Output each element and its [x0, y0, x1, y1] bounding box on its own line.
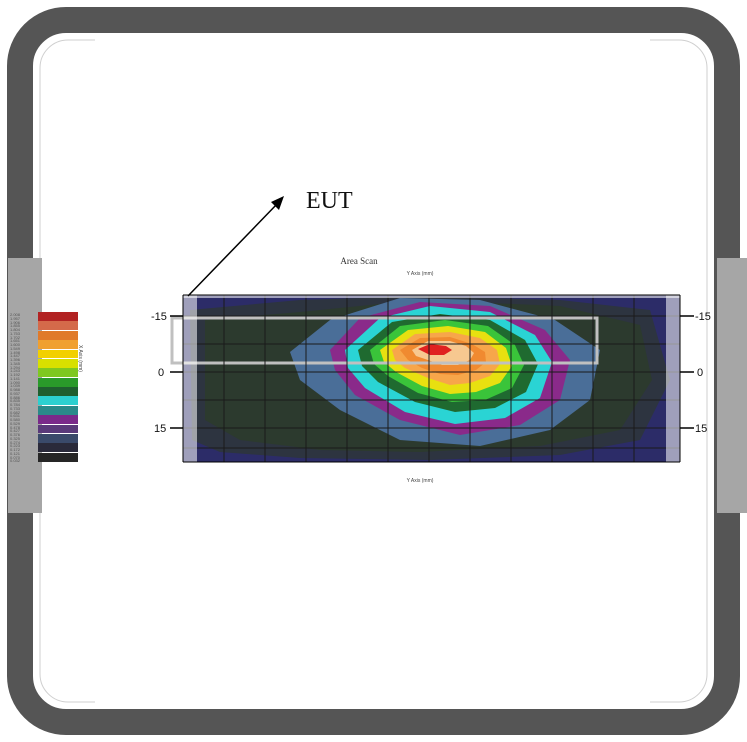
colorbar-label: 0.376	[10, 432, 21, 437]
colorbar-label: 0.274	[10, 439, 21, 445]
colorbar-label: 0.121	[10, 450, 21, 456]
colorbar-label: 1.141	[10, 375, 21, 381]
colorbar-label: 0.733	[10, 405, 21, 411]
colorbar-swatch	[38, 387, 78, 396]
colorbar-swatch	[38, 340, 78, 349]
colorbar-label: 1.243	[10, 368, 21, 374]
y-tick-label-left-2: 0	[158, 367, 164, 379]
colorbar-label: 0.886	[10, 394, 21, 400]
right-tick-fringe	[666, 295, 680, 462]
colorbar-label: 1.498	[10, 349, 21, 355]
colorbar-label: 0.937	[10, 390, 21, 396]
colorbar-label: 0.529	[10, 420, 21, 426]
eut-outline	[170, 316, 599, 365]
colorbar-label: 1.345	[10, 360, 21, 366]
eut-label: EUT	[306, 188, 353, 214]
colorbar-label: 0.172	[10, 447, 21, 452]
contour-peak	[418, 344, 452, 355]
colorbar-swatch	[38, 443, 78, 453]
bottom-gap	[95, 698, 650, 706]
colorbar-label: 1.090	[10, 379, 21, 385]
colorbar-label: 0.784	[10, 402, 21, 407]
left-tick-fringe	[183, 295, 197, 462]
colorbar-swatch	[38, 330, 78, 340]
colorbar-label: 0.682	[10, 409, 21, 415]
y-tick-label-right-2: 0	[697, 367, 703, 379]
y-tick-label-right-1: -15	[695, 311, 711, 323]
colorbar-label: 0.835	[10, 398, 21, 404]
top-gap	[95, 36, 650, 44]
x-axis-bottom-label: Y Axis (mm)	[406, 478, 434, 484]
colorbar-label: 0.032	[10, 458, 21, 464]
colorbar-label: 0.325	[10, 435, 21, 441]
y-tick-label-right-3: 15	[695, 423, 707, 435]
colorbar-swatch	[38, 415, 78, 424]
colorbar-label: 1.294	[10, 364, 21, 370]
colorbar-label: 1.651	[10, 338, 21, 344]
colorbar-swatch	[38, 377, 78, 387]
colorbar-swatch	[38, 405, 78, 415]
colorbar-label: 0.580	[10, 417, 21, 422]
colorbar-label: 0.988	[10, 387, 21, 392]
colorbar-label: 1.906	[10, 319, 21, 325]
colorbar-swatch	[38, 349, 78, 359]
colorbar-label: 1.702	[10, 334, 21, 340]
colorbar-swatch	[38, 424, 78, 434]
colorbar-swatch	[38, 452, 78, 462]
colorbar-swatch	[38, 433, 78, 443]
colorbar-label: 1.804	[10, 327, 21, 332]
colorbar-label: 1.192	[10, 372, 21, 377]
right-band	[717, 258, 747, 513]
colorbar-swatch	[38, 312, 78, 321]
grid	[183, 295, 680, 462]
colorbar-label: 0.631	[10, 413, 21, 419]
colorbar-swatch	[38, 368, 78, 378]
colorbar-swatch	[38, 321, 78, 331]
colorbar: 2.008 1.957 1.906 1.855 1.804 1.753 1.702 1.651…	[10, 312, 78, 464]
colorbar-label: 0.478	[10, 424, 21, 430]
x-axis-top-label: Y Axis (mm)	[406, 271, 434, 277]
colorbar-label: 2.008	[10, 312, 21, 317]
y-tick-label-left-3: 15	[154, 423, 166, 435]
colorbar-label: 1.396	[10, 357, 21, 362]
colorbar-label: 0.223	[10, 443, 21, 449]
colorbar-label: 1.957	[10, 315, 21, 321]
colorbar-label: 1.753	[10, 330, 21, 336]
colorbar-label: 0.070	[10, 454, 21, 460]
colorbar-swatch	[38, 358, 78, 368]
chart-title: Area Scan	[340, 256, 378, 266]
colorbar-label: 1.600	[10, 342, 21, 347]
colorbar-label: 1.855	[10, 323, 21, 329]
eut-arrow	[187, 196, 284, 297]
y-tick-label-left-1: -15	[151, 311, 167, 323]
colorbar-label: 0.427	[10, 428, 21, 434]
colorbar-label: 1.549	[10, 345, 21, 351]
colorbar-swatch	[38, 396, 78, 406]
colorbar-label: 1.447	[10, 353, 21, 359]
colorbar-label: 1.039	[10, 383, 21, 389]
left-band	[8, 258, 42, 513]
